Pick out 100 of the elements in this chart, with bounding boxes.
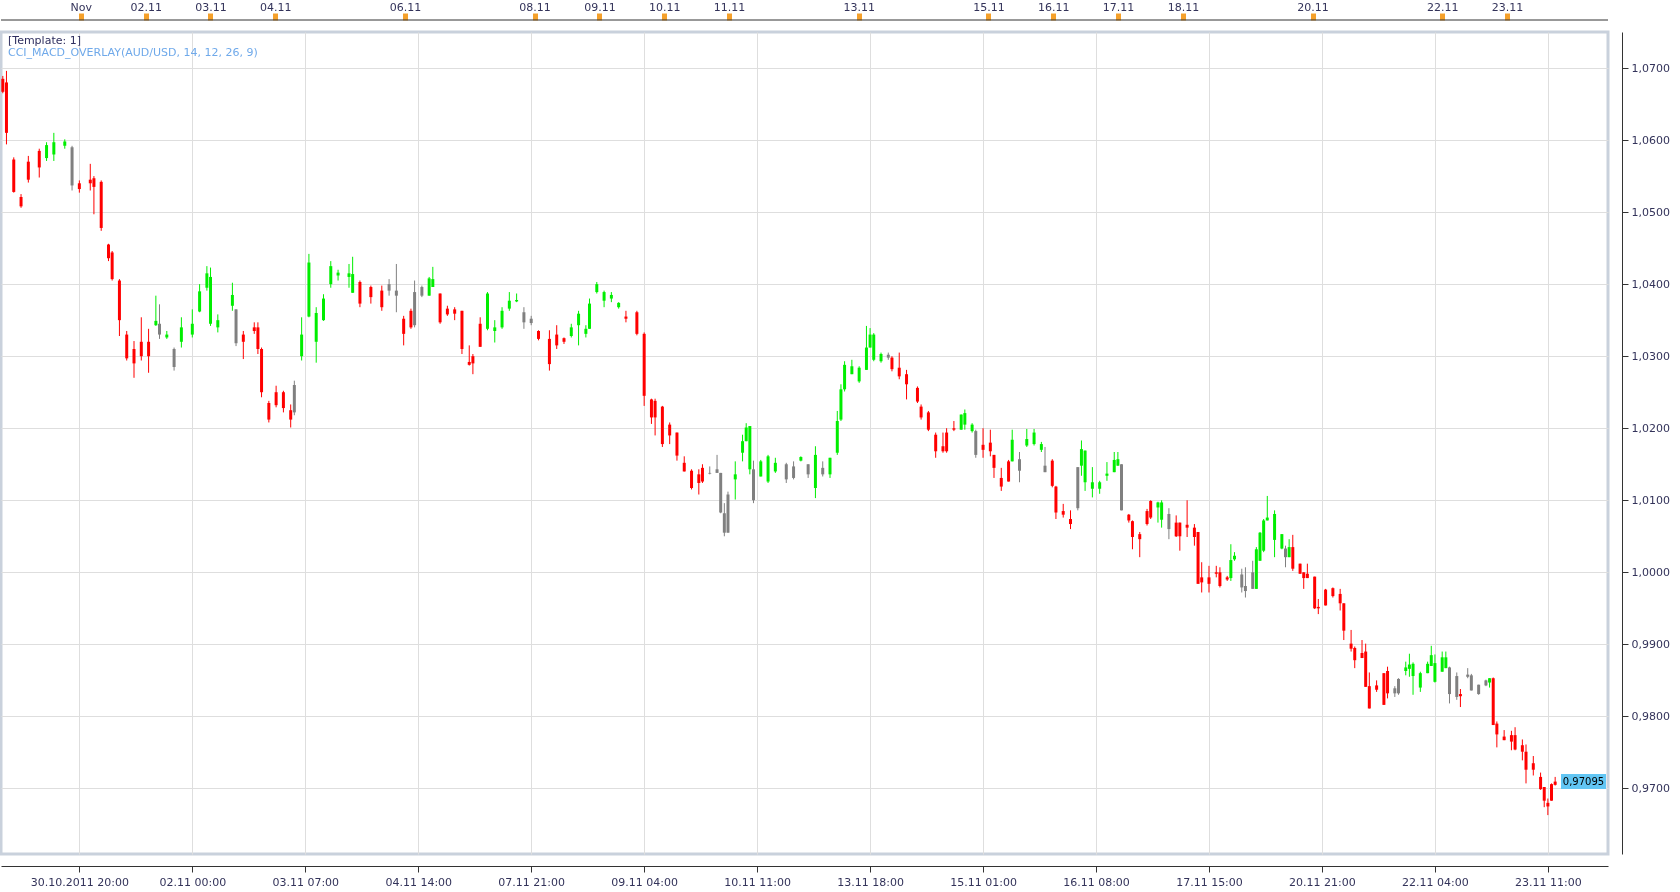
- candlestick: [190, 308, 194, 338]
- x-tick-label: 07.11 21:00: [498, 875, 566, 889]
- y-tick-label: 1,0500: [1631, 205, 1670, 219]
- candlestick: [394, 263, 398, 313]
- x-tick-label: 22.11 04:00: [1402, 875, 1469, 889]
- x-tick-label: 20.11 21:00: [1289, 875, 1356, 889]
- x-tick-label: 09.11 04:00: [611, 875, 679, 889]
- candlestick: [172, 347, 176, 372]
- candlestick: [1185, 499, 1189, 538]
- x2-tick-label: 10.11: [649, 0, 681, 14]
- candlestick: [274, 385, 278, 408]
- candlestick: [1240, 568, 1244, 593]
- candlestick: [1251, 560, 1255, 590]
- candlestick: [1174, 514, 1178, 538]
- candlestick: [624, 310, 628, 323]
- candlestick: [281, 390, 285, 413]
- candlestick: [336, 269, 340, 282]
- candlestick: [147, 328, 151, 374]
- annotation: [Template: 1]: [8, 34, 81, 47]
- x-tick-label: 02.11 00:00: [159, 875, 227, 889]
- candlestick: [139, 316, 143, 362]
- candlestick: [1007, 459, 1011, 483]
- y-tick-label: 1,0400: [1631, 277, 1670, 291]
- x2-tick-label: 17.11: [1102, 0, 1135, 14]
- candlestick: [1433, 653, 1437, 684]
- candlestick: [1010, 429, 1014, 462]
- candlestick: [926, 410, 930, 432]
- x2-tick-label: 08.11: [519, 0, 551, 14]
- x2-tick-label: 11.11: [713, 0, 746, 14]
- candlestick: [402, 315, 406, 346]
- candlestick: [1090, 466, 1094, 498]
- x2-tick-label: 15.11: [973, 0, 1005, 14]
- candlestick: [1418, 671, 1422, 693]
- candlestick: [555, 324, 559, 350]
- candlestick: [267, 400, 271, 423]
- candlestick: [300, 316, 304, 362]
- candlestick: [668, 421, 672, 445]
- candlestick: [653, 398, 657, 436]
- candlestick: [409, 308, 413, 330]
- x2-tick-label: 23.11: [1491, 0, 1524, 14]
- candlestick: [358, 280, 362, 308]
- candlestick: [1167, 507, 1171, 540]
- x-tick-label: 04.11 14:00: [385, 875, 453, 889]
- candlestick: [1411, 661, 1415, 696]
- candlestick: [1018, 451, 1021, 483]
- x-tick-label: 03.11 07:00: [272, 875, 340, 889]
- candlestick: [45, 141, 49, 162]
- candlestick: [329, 260, 333, 289]
- candlestick: [26, 155, 30, 184]
- candlestick: [1025, 428, 1029, 448]
- x2-tick-label: 03.11: [195, 0, 227, 14]
- candlestick: [945, 427, 949, 454]
- candlestick: [216, 313, 220, 333]
- candlestick: [37, 148, 41, 179]
- x2-tick-label: 13.11: [843, 0, 875, 14]
- x-tick-label: 10.11 11:00: [724, 875, 791, 889]
- y-tick-label: 1,0100: [1631, 493, 1670, 507]
- candlestick: [999, 467, 1003, 492]
- candlestick: [1138, 531, 1142, 558]
- candlestick: [493, 319, 497, 343]
- candlestick: [1458, 688, 1462, 708]
- candlestick: [179, 316, 183, 349]
- candlestick: [1524, 744, 1528, 784]
- candlestick: [1043, 446, 1047, 473]
- x-tick-label: 13.11 18:00: [837, 875, 904, 889]
- y-tick-label: 0,9700: [1631, 781, 1670, 795]
- candlestick: [380, 285, 384, 312]
- candlestick: [1455, 671, 1459, 701]
- candlestick: [1178, 522, 1182, 552]
- candlestick: [289, 403, 293, 429]
- y-tick-label: 0,9800: [1631, 709, 1670, 723]
- candlestick: [507, 291, 511, 312]
- candlestick: [733, 460, 737, 501]
- candlestick: [1440, 651, 1444, 673]
- x2-tick-label: 06.11: [389, 0, 422, 14]
- candlestick: [369, 285, 373, 305]
- candlestick: [52, 132, 56, 162]
- candlestick: [690, 468, 694, 490]
- candlestick: [792, 460, 796, 480]
- x2-tick-label: 16.11: [1037, 0, 1070, 14]
- candlestick: [154, 295, 158, 327]
- candlestick: [478, 316, 482, 348]
- candlestick: [981, 427, 985, 459]
- annotation: 0,97095: [1562, 775, 1605, 787]
- candlestick: [577, 310, 581, 346]
- x2-tick-label: 09.11: [584, 0, 616, 14]
- candlestick: [963, 409, 967, 431]
- candlestick: [1105, 461, 1109, 482]
- candlestick: [125, 330, 129, 362]
- candlestick: [1531, 755, 1535, 776]
- y-tick-label: 1,0200: [1631, 421, 1670, 435]
- candlestick: [635, 310, 639, 336]
- x2-tick-label: Nov: [70, 0, 93, 14]
- candlestick: [500, 306, 504, 330]
- y-tick-label: 0,9900: [1631, 637, 1670, 651]
- candlestick: [715, 454, 719, 474]
- candlestick: [1218, 566, 1222, 588]
- candlestick: [198, 283, 202, 313]
- candlestick: [1207, 565, 1211, 593]
- candlestick: [934, 432, 938, 459]
